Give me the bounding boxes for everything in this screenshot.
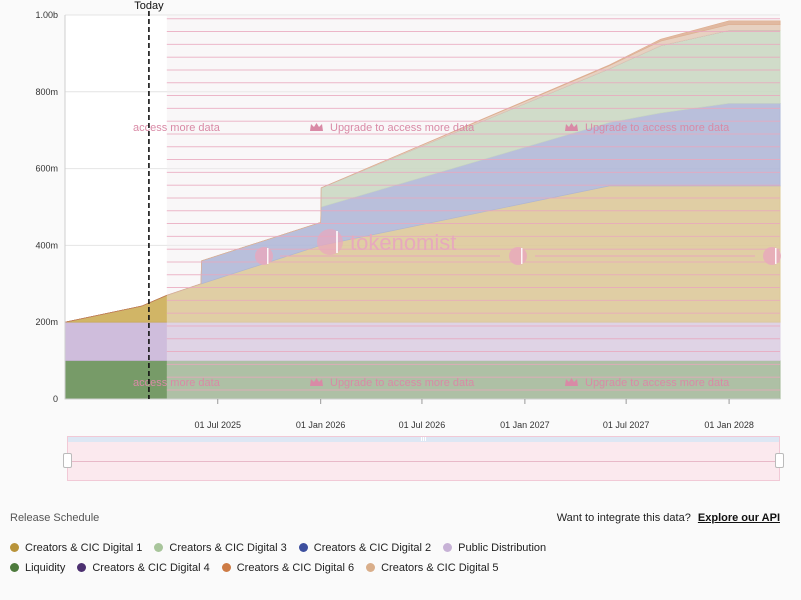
legend-label: Creators & CIC Digital 4	[92, 562, 210, 574]
api-promo-text: Want to integrate this data?	[556, 512, 691, 524]
tokenomist-logo-icon	[255, 247, 273, 265]
legend-item[interactable]: Creators & CIC Digital 6	[221, 558, 355, 578]
legend-dot-icon	[10, 563, 19, 572]
tokenomist-logo-bar	[336, 231, 338, 253]
legend-label: Creators & CIC Digital 6	[236, 562, 355, 574]
crown-icon	[565, 378, 578, 386]
upgrade-watermark-text: access more data	[133, 122, 221, 134]
legend-label: Creators & CIC Digital 2	[313, 542, 432, 554]
tokenomist-logo-bar	[775, 248, 777, 264]
legend-label: Creators & CIC Digital 5	[381, 562, 499, 574]
release-schedule-title: Release Schedule	[10, 512, 100, 524]
crown-icon	[310, 378, 323, 386]
upgrade-watermark-text: access more data	[133, 377, 221, 389]
explore-api-link[interactable]: Explore our API	[697, 512, 780, 524]
y-tick-label: 1.00b	[35, 10, 58, 20]
y-tick-label: 800m	[35, 87, 58, 97]
legend-label: Public Distribution	[458, 542, 547, 554]
locked-data-stripes	[166, 15, 780, 399]
range-navigator[interactable]	[63, 436, 784, 481]
legend-item[interactable]: Liquidity	[10, 558, 65, 578]
y-tick-label: 0	[53, 394, 58, 404]
upgrade-watermark-text: Upgrade to access more data	[585, 122, 730, 134]
tokenomist-logo-bar	[521, 248, 523, 264]
legend-dot-icon	[366, 563, 376, 572]
x-tick-label: 01 Jan 2027	[500, 420, 550, 430]
crown-icon	[310, 123, 323, 131]
tokenomist-logo-icon	[509, 247, 527, 265]
x-tick-label: 01 Jul 2027	[603, 420, 650, 430]
api-promo: Want to integrate this data? Explore our…	[557, 512, 780, 524]
legend-label: Creators & CIC Digital 1	[25, 542, 143, 554]
upgrade-watermark-text: Upgrade to access more data	[585, 377, 730, 389]
legend-dot-icon	[77, 563, 87, 572]
navigator-grip-icon[interactable]	[420, 437, 427, 441]
legend-item[interactable]: Creators & CIC Digital 3	[154, 538, 287, 558]
x-tick-label: 01 Jul 2026	[399, 420, 446, 430]
tokenomist-logo-bar	[267, 248, 269, 264]
legend-item[interactable]: Creators & CIC Digital 4	[77, 558, 210, 578]
legend-dot-icon	[443, 543, 453, 552]
crown-icon	[565, 123, 578, 131]
today-marker-label: Today	[134, 0, 164, 12]
legend-item[interactable]: Creators & CIC Digital 5	[366, 558, 498, 578]
tokenomist-watermark-text: tokenomist	[350, 230, 456, 255]
legend-dot-icon	[298, 543, 308, 552]
legend-dot-icon	[10, 543, 19, 552]
chart-legend: Creators & CIC Digital 1 Creators & CIC D…	[10, 538, 570, 578]
legend-item[interactable]: Public Distribution	[443, 538, 546, 558]
tokenomist-logo-icon	[763, 247, 781, 265]
legend-dot-icon	[221, 563, 231, 572]
y-tick-label: 400m	[35, 240, 58, 250]
navigator-left-handle[interactable]	[63, 453, 72, 468]
legend-label: Liquidity	[25, 562, 66, 574]
legend-dot-icon	[154, 543, 164, 552]
y-tick-label: 200m	[35, 317, 58, 327]
tokenomist-logo-icon	[317, 229, 343, 255]
legend-item[interactable]: Creators & CIC Digital 2	[298, 538, 432, 558]
legend-label: Creators & CIC Digital 3	[169, 542, 287, 554]
navigator-top-bar	[68, 437, 779, 442]
x-tick-label: 01 Jan 2026	[296, 420, 346, 430]
x-tick-label: 01 Jan 2028	[704, 420, 754, 430]
y-tick-label: 600m	[35, 164, 58, 174]
navigator-right-handle[interactable]	[775, 453, 784, 468]
navigator-series-line	[68, 461, 779, 462]
upgrade-watermark-text: Upgrade to access more data	[330, 122, 475, 134]
x-tick-label: 01 Jul 2025	[194, 420, 241, 430]
release-schedule-chart: access more data Upgrade to access more d…	[35, 0, 781, 430]
upgrade-watermark-text: Upgrade to access more data	[330, 377, 475, 389]
legend-item[interactable]: Creators & CIC Digital 1	[10, 538, 142, 558]
